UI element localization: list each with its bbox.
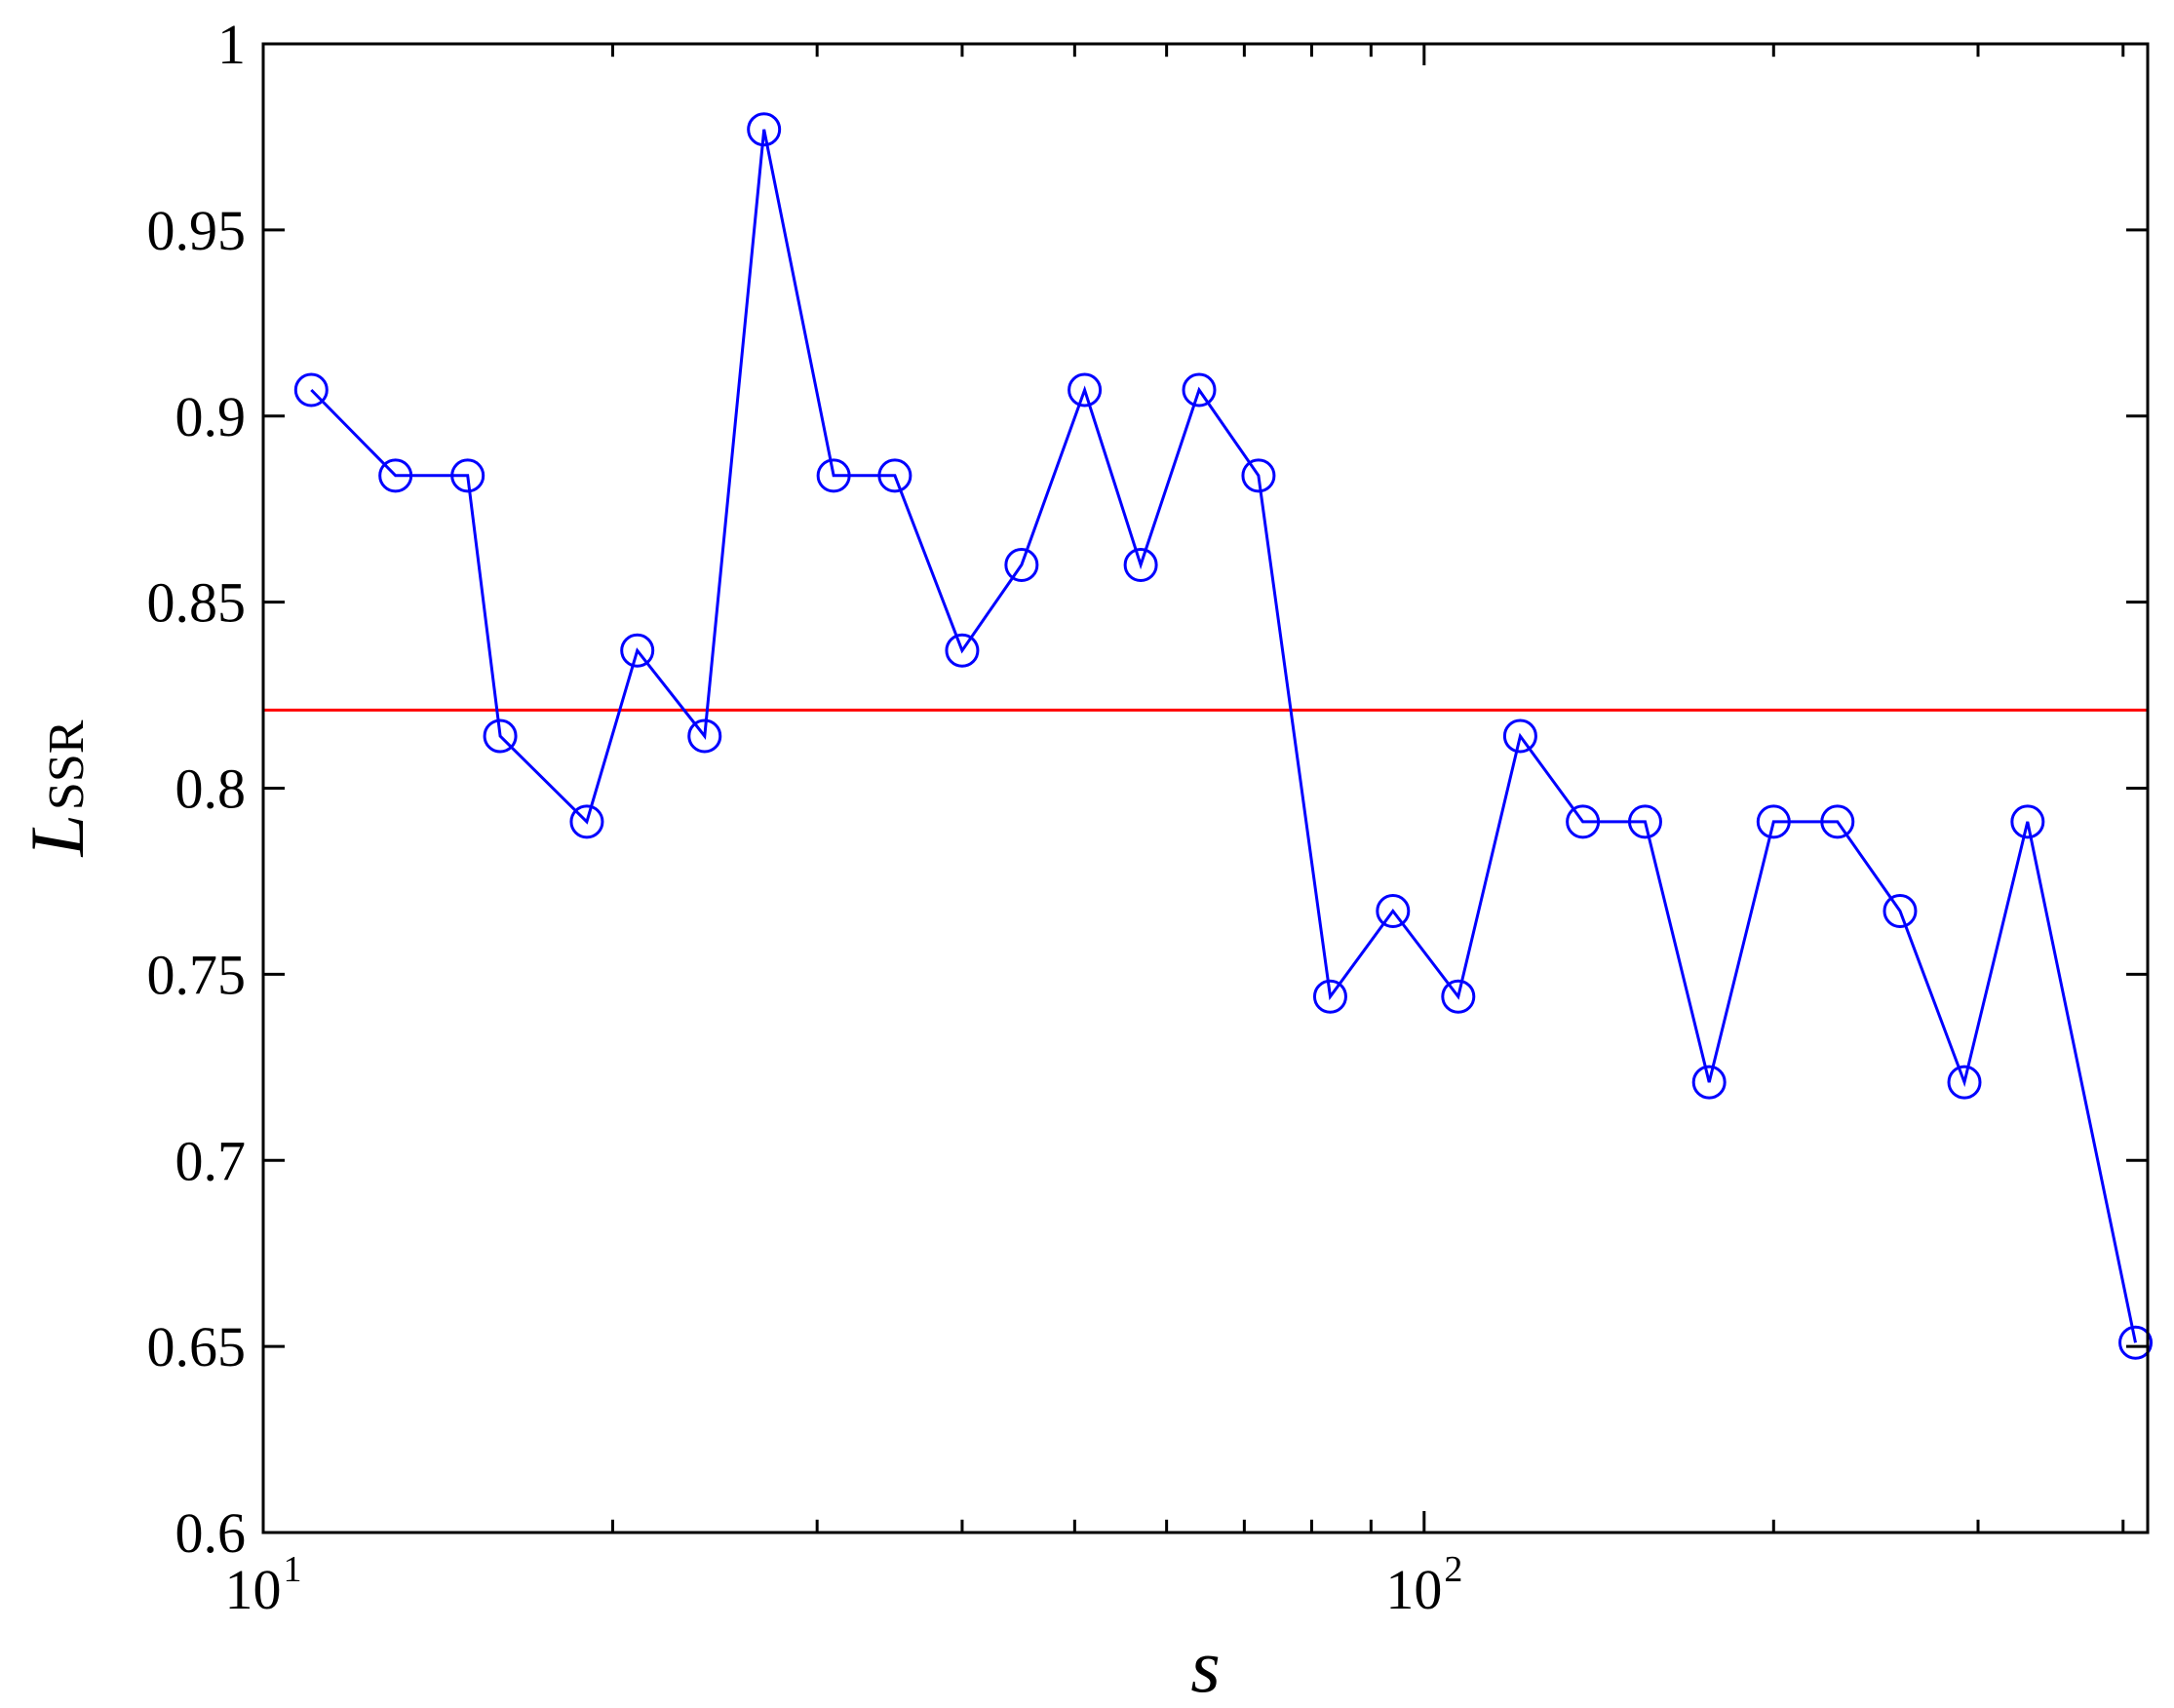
data-point [1883, 893, 1918, 928]
data-point [1376, 893, 1411, 928]
data-point [1004, 547, 1039, 582]
data-point [1691, 1065, 1727, 1100]
y-tick-label: 1 [217, 13, 246, 76]
x-tick-label-base: 10 [225, 1558, 282, 1621]
data-point [945, 633, 980, 668]
x-tick-label: 101 [225, 1549, 302, 1621]
data-point [747, 112, 782, 147]
data-point [450, 458, 485, 493]
series-layer [293, 112, 2154, 1360]
y-tick-label: 0.7 [175, 1129, 247, 1192]
data-point [1182, 372, 1217, 408]
data-point [2010, 804, 2045, 839]
axis-ticks [261, 42, 2148, 1534]
data-point [620, 633, 655, 668]
y-tick-label: 0.75 [147, 943, 247, 1006]
data-point [378, 458, 413, 493]
y-axis-label-main: L [15, 814, 99, 857]
data-point [293, 372, 329, 408]
data-point [483, 718, 518, 754]
data-point [1441, 979, 1476, 1014]
y-tick-label: 0.85 [147, 571, 247, 635]
y-tick-label: 0.95 [147, 199, 247, 262]
data-point [687, 718, 722, 754]
data-point [1627, 804, 1662, 839]
data-point [877, 458, 912, 493]
x-tick-label-exponent: 1 [284, 1549, 302, 1590]
y-tick-label: 0.6 [175, 1501, 247, 1565]
y-tick-label: 0.9 [175, 385, 247, 448]
series-line [310, 129, 2137, 1343]
data-point [816, 458, 851, 493]
data-point [2118, 1325, 2154, 1360]
data-point [569, 804, 604, 839]
data-point [1502, 718, 1537, 754]
x-tick-label-exponent: 2 [1444, 1549, 1462, 1590]
y-axis-label: LSSR [15, 719, 99, 857]
data-point [1123, 547, 1158, 582]
data-point [1756, 804, 1791, 839]
y-tick-label: 0.8 [175, 757, 247, 821]
plot-frame [261, 42, 2150, 1534]
data-point [1947, 1065, 1982, 1100]
data-point [1566, 804, 1601, 839]
data-point [1068, 372, 1103, 408]
x-tick-label: 102 [1385, 1549, 1462, 1621]
y-tick-label: 0.65 [147, 1315, 247, 1378]
x-axis-label: s [1190, 1623, 1220, 1708]
data-point [1820, 804, 1855, 839]
y-tick-labels: 0.6 0.65 0.7 0.75 0.8 0.85 0.9 0.95 1 [147, 13, 247, 1565]
y-axis-label-subscript: SSR [39, 719, 95, 810]
data-point [1312, 979, 1347, 1014]
x-tick-labels: 101 102 [225, 1549, 1463, 1621]
data-point [1241, 458, 1276, 493]
x-tick-label-base: 10 [1385, 1558, 1442, 1621]
